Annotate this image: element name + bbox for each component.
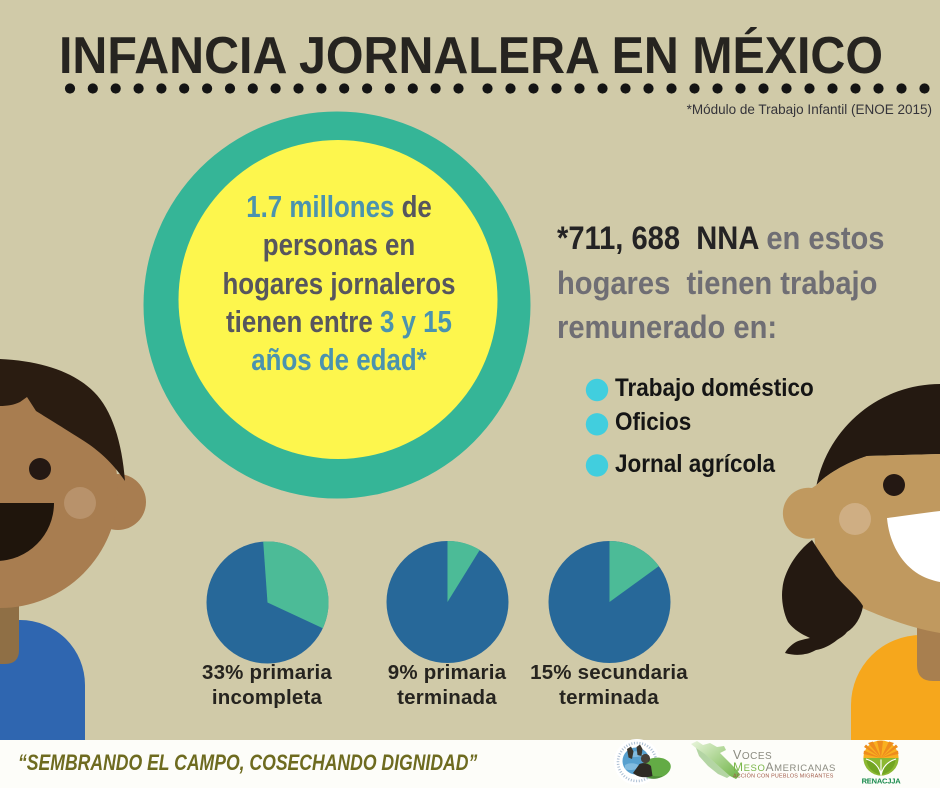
svg-text:RENACJJA: RENACJJA bbox=[862, 777, 902, 786]
svg-text:VOCES: VOCES bbox=[733, 748, 772, 762]
svg-text:MESOAMERICANAS: MESOAMERICANAS bbox=[733, 760, 836, 774]
svg-text:ACCIÓN CON PUEBLOS MIGRANTES: ACCIÓN CON PUEBLOS MIGRANTES bbox=[733, 773, 834, 780]
